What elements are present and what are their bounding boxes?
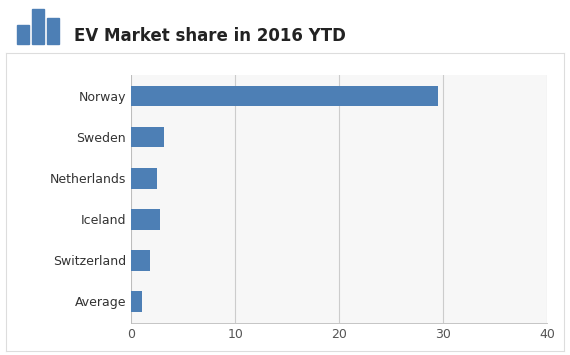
Bar xyxy=(131,209,160,230)
Bar xyxy=(131,86,438,106)
Text: EV Market share in 2016 YTD: EV Market share in 2016 YTD xyxy=(74,27,346,45)
Bar xyxy=(47,18,59,44)
Bar xyxy=(131,291,141,312)
Bar xyxy=(131,127,164,147)
Bar xyxy=(131,250,150,271)
Bar xyxy=(31,9,44,44)
Bar xyxy=(17,25,29,44)
Bar xyxy=(131,168,157,189)
